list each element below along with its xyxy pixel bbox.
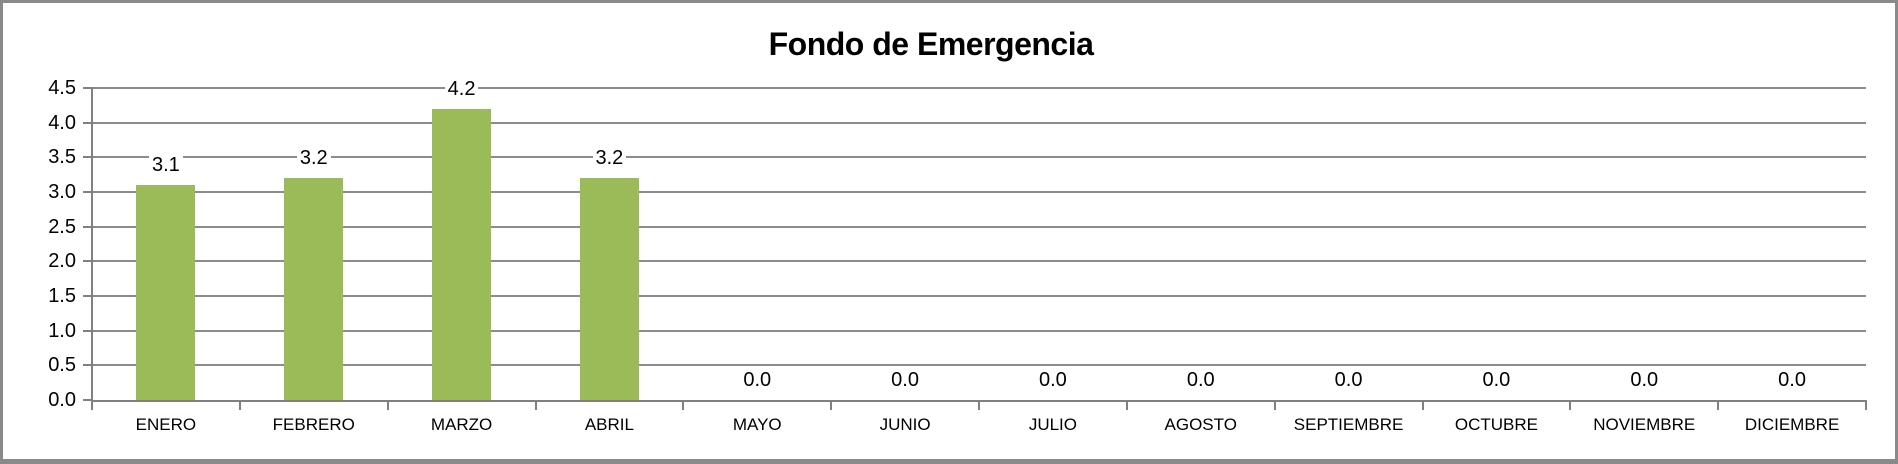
y-axis-tick-label: 0.0 xyxy=(48,389,76,411)
x-axis-tick xyxy=(238,400,241,410)
bar-value-text: 0.0 xyxy=(740,369,775,391)
x-axis-label-octubre: OCTUBRE xyxy=(1454,415,1538,434)
gridline xyxy=(92,121,1866,124)
plot-area: 0.0 0.5 1.0 1.5 2.0 2.5 3.0 3.5 4.0 4.5 3.1 3.2 4.2 3… xyxy=(3,3,1895,459)
bar-value-label: 3.2 xyxy=(240,146,388,170)
bar-febrero xyxy=(284,178,344,400)
x-axis-tick xyxy=(682,400,685,410)
y-axis-tick xyxy=(83,399,92,401)
bar-value-text: 4.2 xyxy=(444,77,479,100)
x-axis-label-noviembre: NOVIEMBRE xyxy=(1593,415,1696,434)
x-axis-label-agosto: AGOSTO xyxy=(1164,415,1237,434)
y-axis-tick xyxy=(83,260,92,263)
bar-value-label: 0.0 xyxy=(683,368,831,392)
x-axis-label-diciembre: DICIEMBRE xyxy=(1744,415,1840,434)
y-axis-tick-label: 4.5 xyxy=(48,77,76,99)
bar-value-text: 0.0 xyxy=(1627,369,1662,391)
y-axis-tick-label: 2.0 xyxy=(48,250,76,273)
bar-value-label: 0.0 xyxy=(979,368,1127,392)
bar-value-text: 0.0 xyxy=(1775,369,1809,391)
x-axis-tick xyxy=(1125,400,1128,410)
bar-value-text: 0.0 xyxy=(1331,369,1366,391)
y-axis-tick xyxy=(83,191,92,193)
y-axis-tick xyxy=(83,156,92,159)
x-axis-tick xyxy=(386,400,389,410)
y-axis-tick xyxy=(83,295,92,297)
chart-title: Fondo de Emergencia xyxy=(768,26,1094,62)
x-axis-label-septiembre: SEPTIEMBRE xyxy=(1293,415,1404,434)
x-axis-tick xyxy=(978,400,980,410)
bar-value-text: 3.2 xyxy=(592,147,627,170)
bar-marzo xyxy=(432,108,492,400)
bar-value-label: 0.0 xyxy=(1127,368,1275,392)
gridline xyxy=(92,364,1866,367)
x-axis-label-enero: ENERO xyxy=(135,415,197,434)
x-axis-tick xyxy=(1569,400,1572,410)
x-axis-tick xyxy=(534,400,537,410)
gridline xyxy=(92,329,1866,332)
y-axis-line xyxy=(91,87,93,402)
gridline xyxy=(92,156,1866,159)
bar-value-label: 4.2 xyxy=(388,77,536,101)
bar-value-text: 0.0 xyxy=(1036,369,1070,391)
x-axis-tick xyxy=(1421,400,1424,410)
bar-value-text: 0.0 xyxy=(888,369,922,391)
x-axis-label-julio: JULIO xyxy=(1028,415,1077,434)
bar-value-text: 0.0 xyxy=(1183,369,1218,391)
x-axis-tick xyxy=(1865,400,1867,410)
gridline xyxy=(92,191,1866,193)
x-axis-tick xyxy=(1273,400,1276,410)
y-axis-tick-label: 1.5 xyxy=(48,285,76,307)
x-axis-tick xyxy=(1717,400,1720,410)
y-axis-tick xyxy=(83,121,92,124)
bar-enero xyxy=(136,185,196,400)
y-axis-tick-label: 1.0 xyxy=(48,319,76,342)
bar-value-label: 0.0 xyxy=(1570,368,1718,392)
bar-abril xyxy=(579,178,639,400)
y-axis-tick-label: 0.5 xyxy=(48,354,76,377)
y-axis-tick-label: 3.0 xyxy=(48,181,76,203)
y-axis-tick xyxy=(83,364,92,367)
y-axis-tick xyxy=(83,329,92,332)
bar-value-label: 0.0 xyxy=(1423,368,1571,392)
y-axis-tick-label: 4.0 xyxy=(48,111,76,134)
x-axis-label-abril: ABRIL xyxy=(584,415,634,434)
bar-value-label: 3.2 xyxy=(536,146,684,170)
bar-value-label: 0.0 xyxy=(1718,368,1866,392)
gridline xyxy=(92,260,1866,263)
y-axis-tick xyxy=(83,225,92,228)
gridline xyxy=(92,225,1866,228)
bar-value-label: 3.1 xyxy=(92,153,240,177)
x-axis-label-marzo: MARZO xyxy=(430,415,493,434)
gridline xyxy=(92,295,1866,297)
bar-value-label: 0.0 xyxy=(831,368,979,392)
bar-value-label: 0.0 xyxy=(1275,368,1423,392)
x-axis-tick xyxy=(91,400,93,410)
y-axis-tick-label: 2.5 xyxy=(48,215,76,238)
x-axis-label-mayo: MAYO xyxy=(732,415,782,434)
y-axis-tick xyxy=(83,87,92,89)
bar-value-text: 0.0 xyxy=(1479,369,1514,391)
gridline xyxy=(92,87,1866,89)
x-axis-label-junio: JUNIO xyxy=(879,415,931,434)
bar-value-text: 3.2 xyxy=(296,147,331,170)
bar-value-text: 3.1 xyxy=(149,154,183,177)
x-axis-tick xyxy=(830,400,833,410)
y-axis-tick-label: 3.5 xyxy=(48,146,76,169)
x-axis-label-febrero: FEBRERO xyxy=(272,415,355,434)
